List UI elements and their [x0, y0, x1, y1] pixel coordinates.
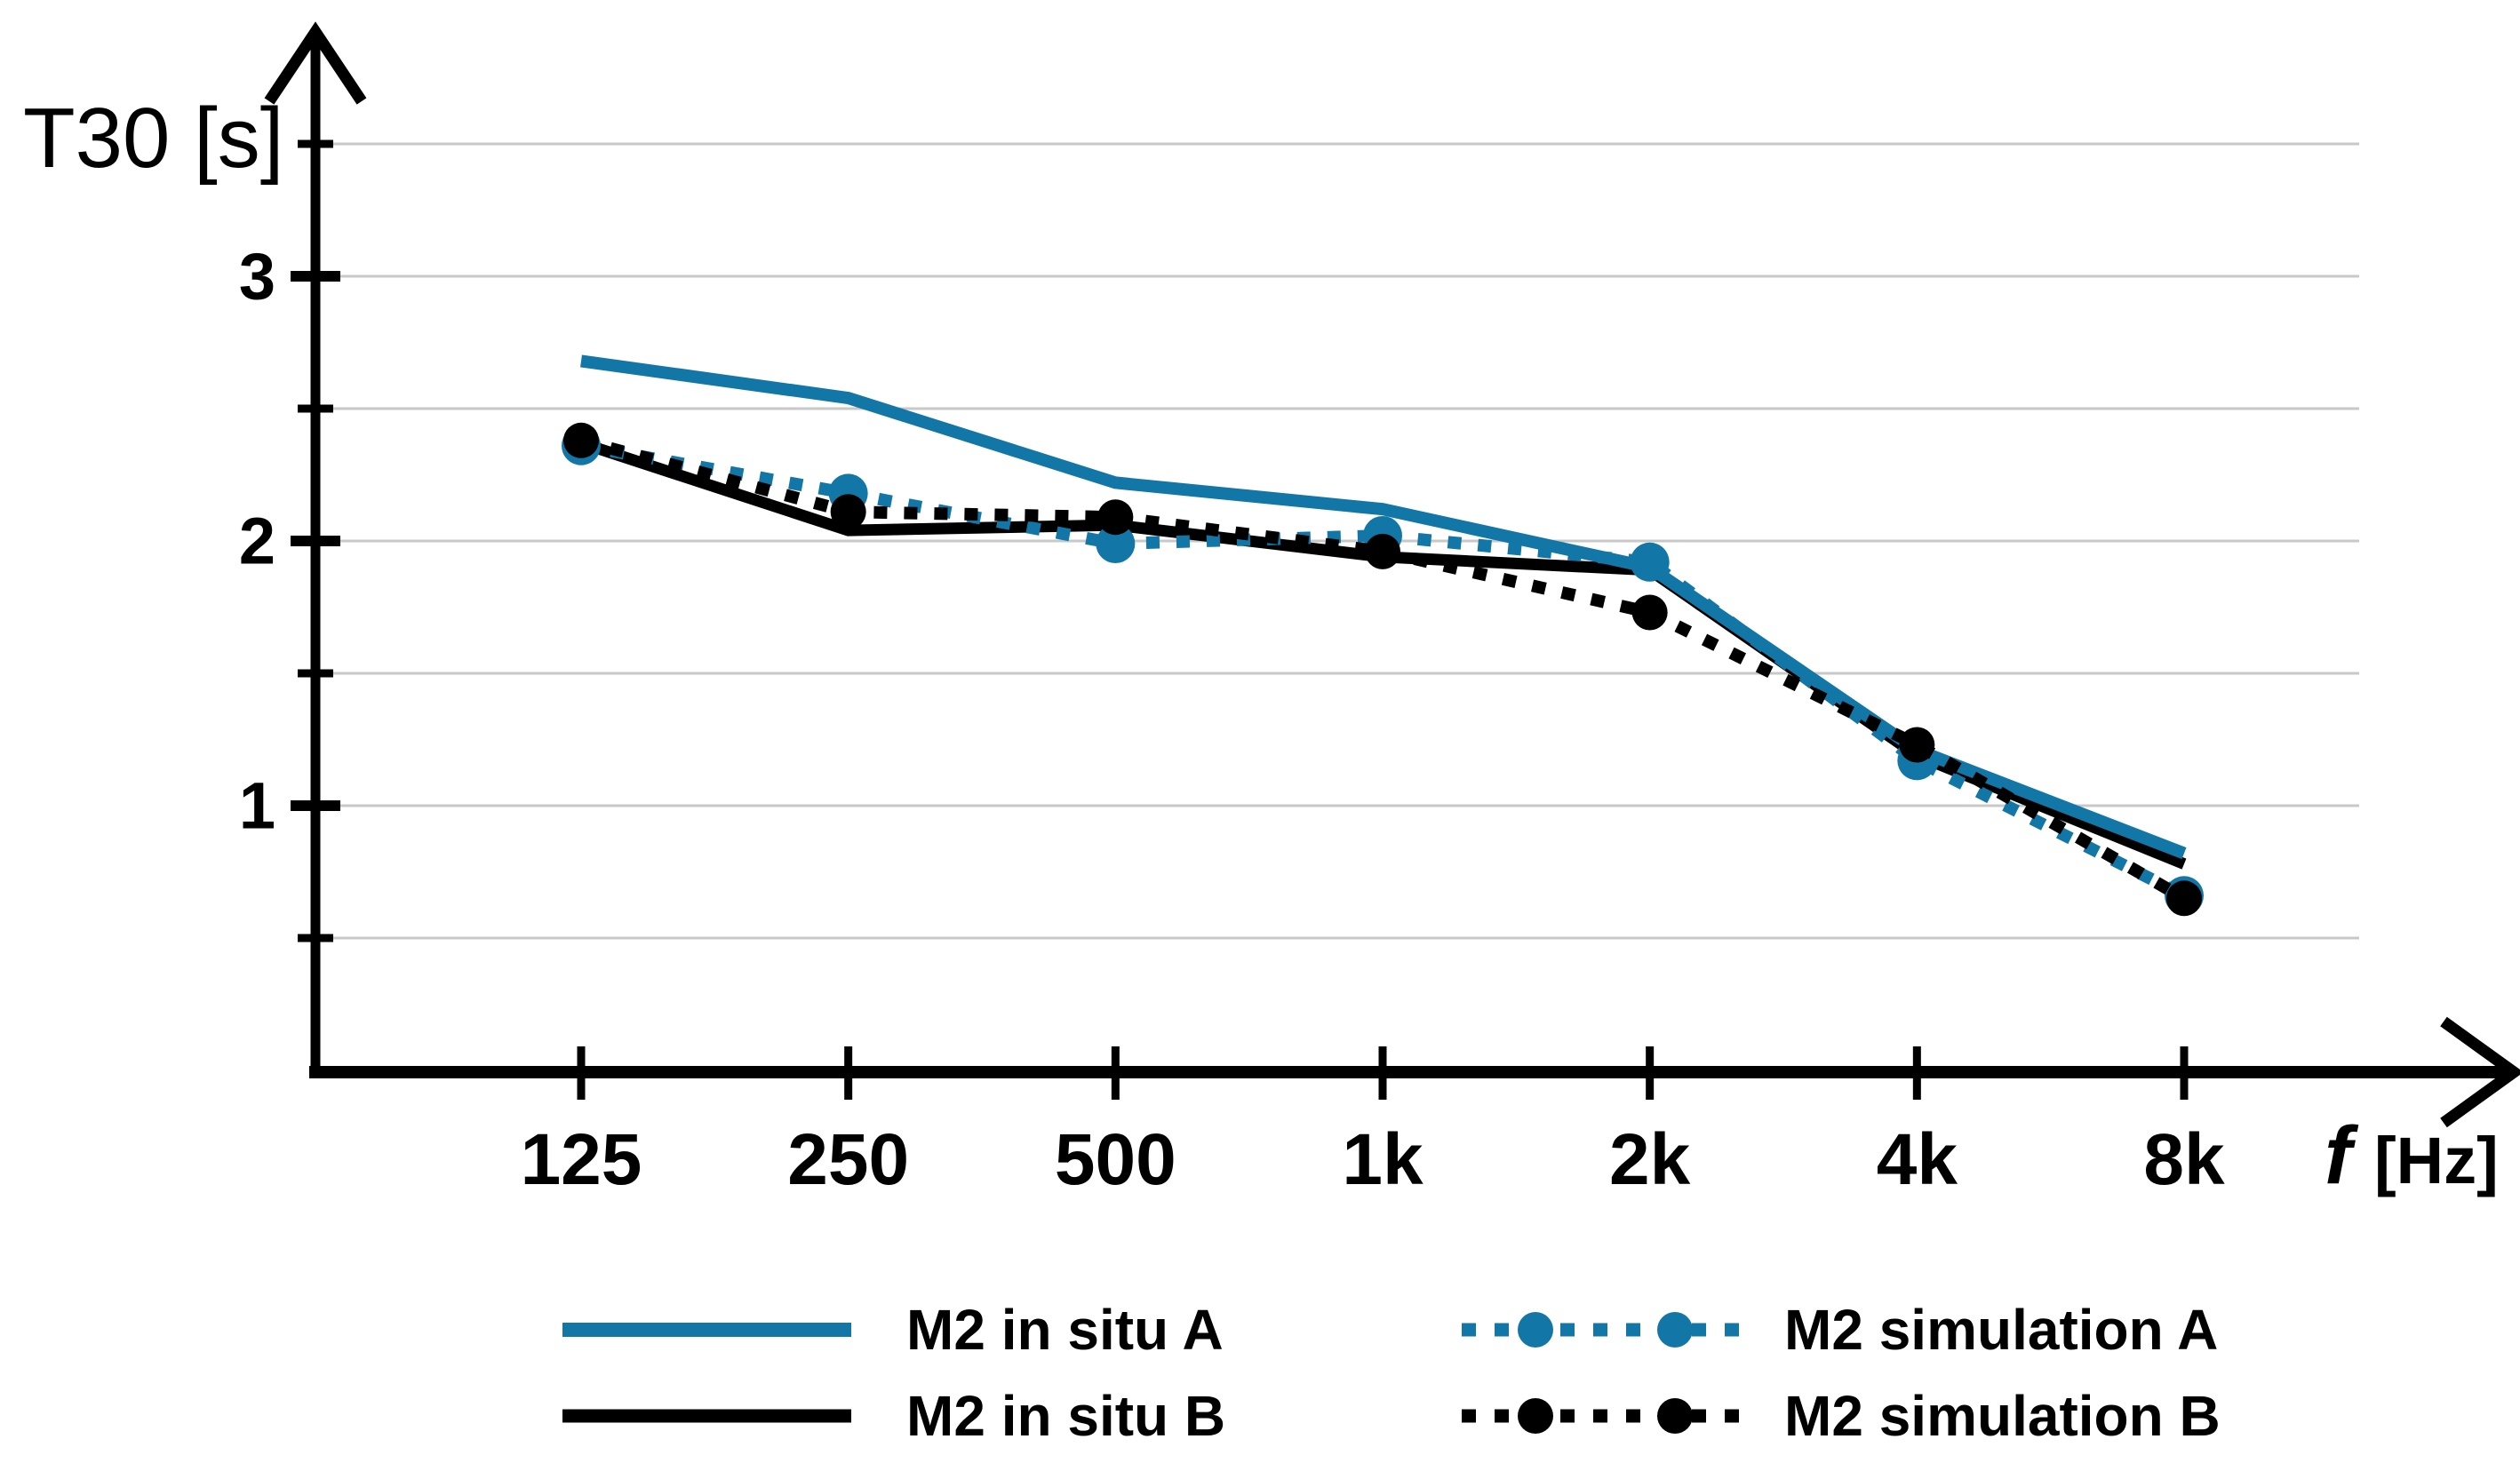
x-tick-label-500: 500 — [1055, 1119, 1176, 1200]
legend-label-in-situ-A: M2 in situ A — [906, 1298, 1224, 1362]
x-tick-label-2k: 2k — [1609, 1119, 1691, 1200]
legend-dot-B2 — [1657, 1398, 1693, 1434]
legend-label-simulation-B: M2 simulation B — [1784, 1384, 2221, 1448]
data-point-m2-simulation-b-500 — [1097, 499, 1134, 536]
data-point-m2-simulation-b-125 — [563, 422, 599, 458]
gridlines — [316, 142, 2359, 940]
axes — [264, 21, 2520, 1128]
x-tick-label-8k: 8k — [2143, 1119, 2225, 1200]
x-axis-unit: [Hz] — [2374, 1124, 2499, 1197]
data-point-m2-simulation-b-2k — [1631, 594, 1668, 631]
data-point-m2-simulation-b-8k — [2166, 880, 2203, 917]
x-axis-ticks: 125 250 500 1k 2k 4k 8k — [521, 1046, 2225, 1200]
data-point-m2-simulation-b-1k — [1365, 533, 1401, 569]
y-tick-label-3: 3 — [239, 240, 275, 314]
y-tick-label-2: 2 — [239, 505, 275, 578]
x-tick-label-125: 125 — [521, 1119, 642, 1200]
legend-swatch-simulation-A — [1462, 1312, 1752, 1348]
data-point-m2-simulation-b-4k — [1899, 727, 1935, 763]
data-point-m2-simulation-b-250 — [830, 494, 866, 530]
data-point-m2-simulation-a-2k — [1630, 542, 1670, 582]
x-tick-label-1k: 1k — [1342, 1119, 1423, 1200]
legend-dot-A1 — [1518, 1312, 1553, 1348]
legend: M2 in situ A M2 in situ B M2 simulation … — [562, 1298, 2221, 1448]
x-axis-arrow-icon — [2440, 1016, 2520, 1128]
data-point-m2-simulation-a-500 — [1096, 524, 1136, 563]
legend-label-in-situ-B: M2 in situ B — [906, 1384, 1225, 1448]
legend-dot-A2 — [1657, 1312, 1693, 1348]
y-axis-ticks: 1 2 3 — [239, 139, 340, 942]
data-series — [562, 354, 2205, 917]
legend-dot-B1 — [1518, 1398, 1553, 1434]
x-axis-symbol: f — [2325, 1110, 2359, 1201]
y-axis-arrow-icon — [264, 21, 367, 105]
legend-label-simulation-A: M2 simulation A — [1784, 1298, 2218, 1362]
y-tick-label-1: 1 — [239, 769, 275, 843]
legend-swatch-simulation-B — [1462, 1398, 1752, 1434]
x-tick-label-4k: 4k — [1877, 1119, 1958, 1200]
y-axis-title: T30 [s] — [23, 91, 283, 186]
x-tick-label-250: 250 — [787, 1119, 909, 1200]
series-line-m2-in-situ-a — [580, 354, 2187, 860]
